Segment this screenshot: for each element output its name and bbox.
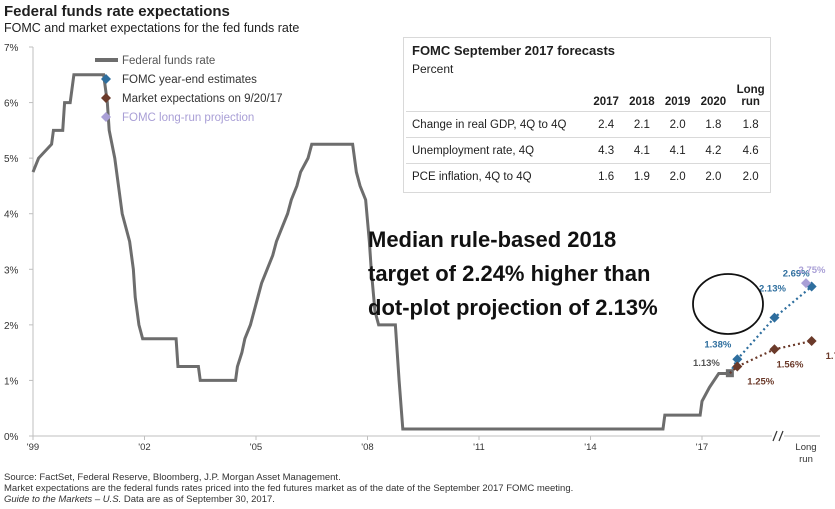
fomc-estimate-label: 1.38%	[704, 339, 731, 350]
table-cell: 2.0	[659, 163, 696, 189]
y-tick-label: 1%	[4, 376, 19, 387]
market-expectation-point	[732, 361, 743, 372]
forecast-table-title: FOMC September 2017 forecasts	[412, 43, 616, 58]
forecast-table-box: FOMC September 2017 forecasts Percent 20…	[403, 37, 771, 193]
table-row: PCE inflation, 4Q to 4Q 1.6 1.9 2.0 2.0 …	[406, 163, 770, 189]
x-tick-label: '05	[250, 442, 262, 453]
table-cell: 2.1	[624, 111, 660, 138]
chart-subtitle: FOMC and market expectations for the fed…	[4, 21, 300, 35]
footer-guide-title: Guide to the Markets – U.S.	[4, 494, 122, 505]
table-cell: 4.1	[659, 137, 696, 164]
table-cell: 1.6	[588, 163, 624, 189]
legend-label: FOMC year-end estimates	[122, 74, 257, 86]
table-cell: 2.0	[659, 111, 696, 138]
y-tick-label: 4%	[4, 210, 19, 221]
annotation-line: dot-plot projection of 2.13%	[368, 295, 658, 320]
x-tick-label: '99	[27, 442, 39, 453]
longrun-projection-label: 2.75%	[799, 265, 826, 276]
legend-label: FOMC long-run projection	[122, 112, 254, 124]
legend-label: Market expectations on 9/20/17	[122, 93, 282, 105]
footer-date: Data are as of September 30, 2017.	[121, 494, 275, 505]
col-header: 2017	[593, 96, 619, 108]
row-label: Unemployment rate, 4Q	[406, 137, 589, 164]
fomc-estimates-line	[728, 285, 813, 374]
forecast-table: 2017 2018 2019 2020 Long run Change in r…	[406, 78, 770, 189]
current-rate-label: 1.13%	[693, 358, 720, 369]
table-cell: 4.2	[695, 137, 732, 164]
col-header: 2020	[700, 96, 727, 108]
forecast-table-header: 2017 2018 2019 2020 Long run	[406, 78, 770, 112]
market-expectation-point	[806, 335, 817, 346]
annotation-text: Median rule-based 2018 target of 2.24% h…	[368, 223, 698, 325]
x-tick-label: '02	[138, 442, 150, 453]
axis-break-mark	[778, 430, 784, 442]
x-tick-label-longrun: run	[799, 454, 813, 465]
fed-funds-rate-line	[31, 73, 730, 431]
y-tick-label: 6%	[4, 99, 19, 110]
col-header: 2019	[664, 96, 691, 108]
row-label: PCE inflation, 4Q to 4Q	[406, 163, 589, 189]
x-tick-label-longrun: Long	[795, 442, 816, 453]
footer-source: Source: FactSet, Federal Reserve, Bloomb…	[4, 472, 341, 483]
forecast-table-unit: Percent	[412, 62, 454, 76]
annotation-line: target of 2.24% higher than	[368, 261, 651, 286]
y-tick-label: 7%	[4, 43, 19, 54]
table-cell: 2.0	[731, 163, 770, 189]
table-cell: 4.6	[731, 137, 770, 164]
market-expectations-line	[729, 339, 812, 375]
table-cell: 1.9	[624, 163, 660, 189]
table-row: Change in real GDP, 4Q to 4Q 2.4 2.1 2.0…	[406, 111, 770, 138]
y-tick-label: 2%	[4, 321, 19, 332]
market-expectation-point	[769, 344, 780, 355]
fomc-estimate-label: 2.69%	[783, 269, 810, 280]
market-expectation-label: 1.71%	[826, 351, 835, 362]
footer-asof: Guide to the Markets – U.S. Data are as …	[4, 494, 573, 505]
footer-notes: Source: FactSet, Federal Reserve, Bloomb…	[4, 472, 573, 505]
table-cell: 2.4	[588, 111, 624, 138]
legend-diamond-swatch	[101, 93, 111, 103]
fomc-estimate-point	[732, 354, 743, 365]
y-tick-label: 3%	[4, 265, 19, 276]
longrun-projection-point	[801, 278, 811, 289]
table-cell: 4.3	[588, 137, 624, 164]
x-tick-label: '08	[361, 442, 373, 453]
col-header: Long run	[736, 84, 765, 108]
footer-note: Market expectations are the federal fund…	[4, 483, 574, 494]
row-label: Change in real GDP, 4Q to 4Q	[406, 111, 589, 138]
legend-diamond-swatch	[101, 112, 111, 122]
x-tick-label: '11	[473, 442, 485, 453]
market-expectation-label: 1.25%	[747, 377, 774, 388]
x-tick-label: '17	[696, 442, 708, 453]
table-row: Unemployment rate, 4Q 4.3 4.1 4.1 4.2 4.…	[406, 137, 770, 164]
table-cell: 1.8	[695, 111, 732, 138]
table-cell: 2.0	[695, 163, 732, 189]
annotation-line: Median rule-based 2018	[368, 227, 617, 252]
legend-label: Federal funds rate	[122, 55, 215, 67]
x-tick-label: '14	[584, 442, 596, 453]
axis-break-mark	[772, 430, 778, 442]
y-tick-label: 5%	[4, 154, 19, 165]
y-tick-label: 0%	[4, 432, 19, 443]
table-cell: 1.8	[731, 111, 770, 138]
chart-title: Federal funds rate expectations	[4, 3, 230, 20]
col-header: 2018	[629, 96, 655, 108]
legend-diamond-swatch	[101, 74, 111, 84]
market-expectation-label: 1.56%	[776, 359, 803, 370]
highlight-circle	[692, 273, 764, 335]
fomc-estimate-label: 2.13%	[759, 284, 786, 295]
fomc-estimate-point	[769, 312, 780, 323]
table-cell: 4.1	[624, 137, 660, 164]
